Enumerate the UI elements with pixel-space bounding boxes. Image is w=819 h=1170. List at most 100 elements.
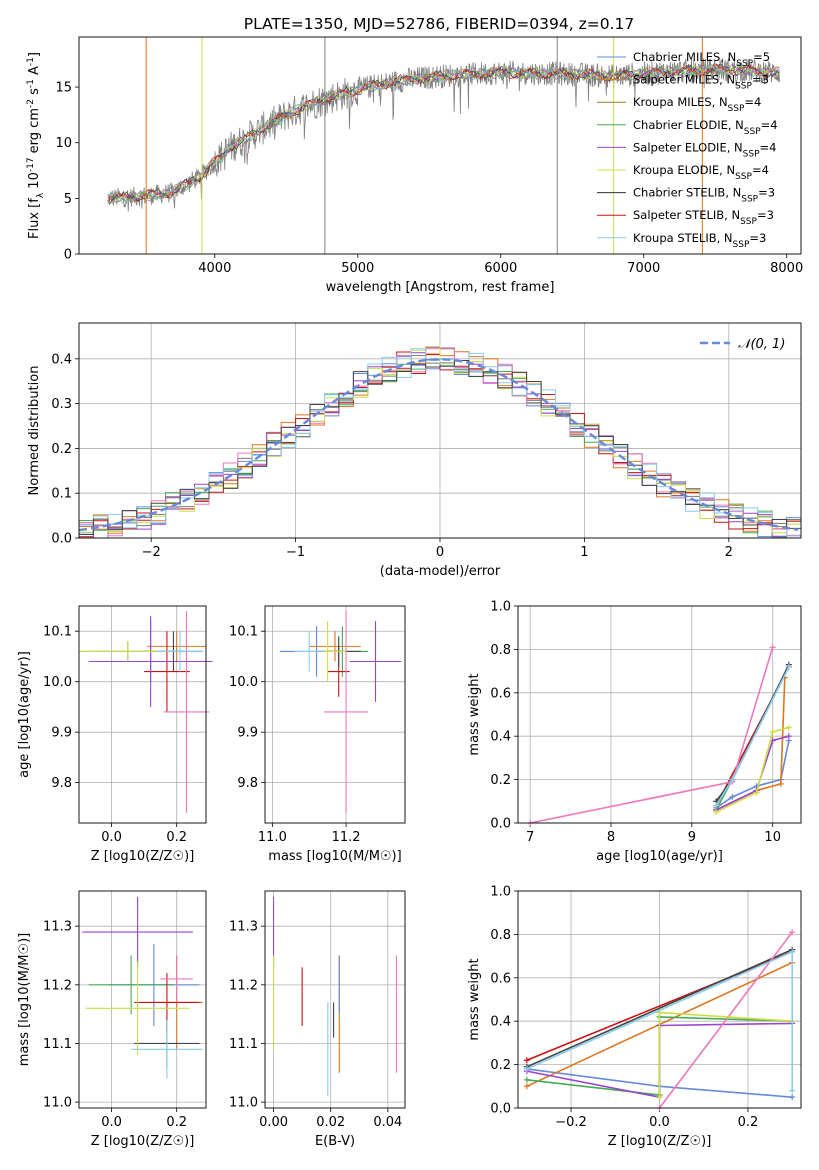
z-weight-lines <box>523 929 796 1111</box>
y-tick-label: 11.2 <box>43 978 72 993</box>
x-tick-label: 8000 <box>770 261 803 276</box>
legend-label: Chabrier MILES, NSSP=5 <box>633 50 770 69</box>
weight-series-line <box>526 948 793 1068</box>
spectrum-model-line <box>107 63 780 204</box>
y-tick-label: 0.6 <box>490 971 511 986</box>
age-weight-axes: 7 8 9 10 0.0 0.2 0.4 0.6 0.8 1.0 <box>490 600 801 845</box>
spectrum-xlabel: wavelength [Angstrom, rest frame] <box>326 280 555 295</box>
figure-title: PLATE=1350, MJD=52786, FIBERID=0394, z=0… <box>244 15 634 33</box>
spectrum-lines <box>107 37 780 254</box>
y-tick-label: 5 <box>64 192 72 207</box>
x-tick-label: 7 <box>526 830 534 845</box>
z-mass-ylabel: mass [log10(M/M☉)] <box>17 933 32 1066</box>
weight-point-marker <box>753 789 760 796</box>
legend-label: Salpeter ELODIE, NSSP=4 <box>633 140 776 159</box>
y-tick-label: 0.8 <box>490 643 511 658</box>
y-tick-label: 11.1 <box>229 1037 258 1052</box>
age-weight-xlabel: age [log10(age/yr)] <box>596 849 723 864</box>
x-tick-label: 5000 <box>341 261 374 276</box>
x-tick-label: −0.2 <box>555 1115 587 1130</box>
x-tick-label: 1 <box>580 545 588 560</box>
weight-point-marker <box>729 793 736 800</box>
y-tick-label: 0.4 <box>51 352 72 367</box>
x-tick-label: −2 <box>142 545 161 560</box>
z-age-xlabel: Z [log10(Z/Z☉)] <box>91 849 195 864</box>
y-tick-label: 0 <box>64 248 72 263</box>
x-tick-label: 4000 <box>198 261 231 276</box>
x-tick-label: 0 <box>436 545 444 560</box>
z-age-axes: 0.0 0.2 9.8 9.9 10.0 10.1 <box>43 606 206 845</box>
spectrum-frame <box>78 36 802 255</box>
weight-point-marker <box>789 1087 796 1094</box>
weight-point-marker <box>789 929 796 936</box>
weight-series-line <box>715 735 790 811</box>
y-tick-label: 0.0 <box>51 532 72 547</box>
weight-series-line <box>715 726 790 813</box>
y-tick-label: 11.3 <box>43 920 72 935</box>
weight-point-marker <box>789 1094 796 1101</box>
spectrum-model-line <box>107 63 780 203</box>
mass-age-errorbars <box>279 611 402 813</box>
z-weight-frame <box>517 890 802 1109</box>
y-tick-label: 10.1 <box>43 625 72 640</box>
z-weight-xlabel: Z [log10(Z/Z☉)] <box>608 1134 712 1149</box>
weight-point-marker <box>729 776 736 783</box>
y-tick-label: 0.2 <box>490 1058 511 1073</box>
legend-label: Chabrier ELODIE, NSSP=4 <box>633 118 778 137</box>
y-tick-label: 15 <box>55 81 72 96</box>
residuals-ylabel: Normed distribution <box>27 366 42 496</box>
y-tick-label: 0.3 <box>51 397 72 412</box>
z-mass-frame <box>78 890 207 1109</box>
x-tick-label: 2 <box>725 545 733 560</box>
y-tick-label: 9.9 <box>51 726 72 741</box>
x-tick-label: 6000 <box>484 261 517 276</box>
y-tick-label: 0.4 <box>490 730 511 745</box>
y-tick-label: 0.0 <box>490 817 511 832</box>
y-tick-label: 10.0 <box>229 675 258 690</box>
z-age-frame <box>78 605 207 824</box>
y-tick-label: 0.0 <box>490 1102 511 1117</box>
x-tick-label: 7000 <box>627 261 660 276</box>
legend-label: Chabrier STELIB, NSSP=3 <box>633 186 775 205</box>
weight-point-marker <box>523 1083 530 1090</box>
legend-label: Kroupa STELIB, NSSP=3 <box>633 231 766 250</box>
x-tick-label: 10 <box>764 830 781 845</box>
x-tick-label: 0.04 <box>373 1115 402 1130</box>
x-tick-label: 8 <box>607 830 615 845</box>
legend-label: 𝒩(0, 1) <box>738 337 785 352</box>
age-weight-ylabel: mass weight <box>467 673 482 755</box>
weight-point-marker <box>713 809 720 816</box>
y-tick-label: 9.8 <box>51 776 72 791</box>
y-tick-label: 1.0 <box>490 600 511 615</box>
y-tick-label: 0.2 <box>51 442 72 457</box>
weight-point-marker <box>523 1065 530 1072</box>
legend-label: Salpeter MILES, NSSP=3 <box>633 73 769 92</box>
x-tick-label: −1 <box>286 545 305 560</box>
y-tick-label: 10 <box>55 136 72 151</box>
y-tick-label: 1.0 <box>490 885 511 900</box>
age-weight-lines <box>527 644 792 826</box>
ebv-mass-errorbars <box>273 896 397 1097</box>
weight-point-marker <box>769 728 776 735</box>
weight-point-marker <box>785 724 792 731</box>
x-tick-label: 9 <box>688 830 696 845</box>
x-tick-label: 0.0 <box>101 1115 122 1130</box>
weight-point-marker <box>777 780 784 787</box>
weight-point-marker <box>789 948 796 955</box>
legend-label: Kroupa ELODIE, NSSP=4 <box>633 163 769 182</box>
ebv-mass-xlabel: E(B-V) <box>315 1134 355 1149</box>
residuals-bars <box>79 346 801 538</box>
x-tick-label: 0.0 <box>101 830 122 845</box>
y-tick-label: 11.3 <box>229 920 258 935</box>
y-tick-label: 0.8 <box>490 928 511 943</box>
x-tick-label: 11.2 <box>332 830 361 845</box>
weight-point-marker <box>656 1094 663 1101</box>
age-weight-frame <box>517 605 802 824</box>
residuals-frame <box>78 322 802 539</box>
x-tick-label: 0.2 <box>166 830 187 845</box>
y-tick-label: 0.6 <box>490 686 511 701</box>
y-tick-label: 11.0 <box>229 1096 258 1111</box>
y-tick-label: 11.0 <box>43 1096 72 1111</box>
normal-curve <box>79 358 799 532</box>
